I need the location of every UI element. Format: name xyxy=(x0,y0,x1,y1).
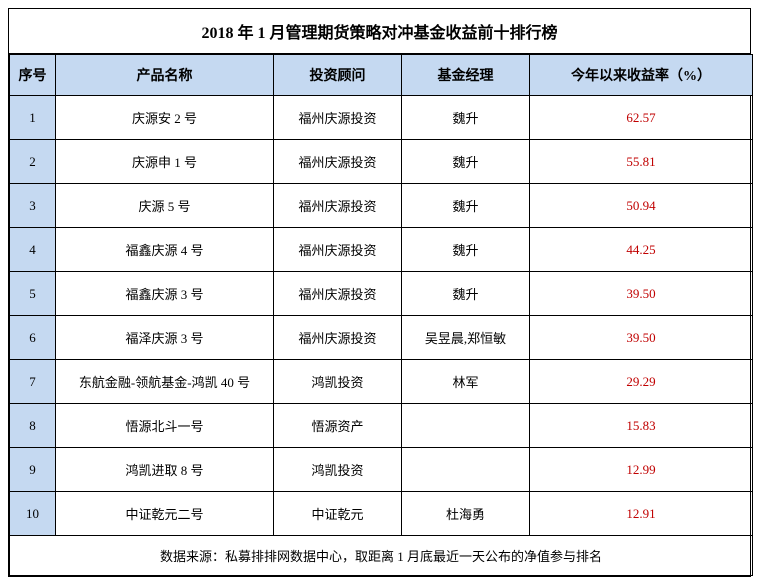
table-row: 3庆源 5 号福州庆源投资魏升50.94 xyxy=(10,184,753,228)
product-name-cell: 东航金融-领航基金-鸿凯 40 号 xyxy=(56,360,274,404)
data-source: 数据来源：私募排排网数据中心，取距离 1 月底最近一天公布的净值参与排名 xyxy=(10,536,753,576)
advisor-cell: 中证乾元 xyxy=(274,492,402,536)
return-cell: 12.91 xyxy=(530,492,753,536)
table-row: 8悟源北斗一号悟源资产 15.83 xyxy=(10,404,753,448)
return-cell: 29.29 xyxy=(530,360,753,404)
rank-cell: 8 xyxy=(10,404,56,448)
header-row: 序号 产品名称 投资顾问 基金经理 今年以来收益率（%） xyxy=(10,55,753,96)
rank-cell: 7 xyxy=(10,360,56,404)
advisor-cell: 福州庆源投资 xyxy=(274,316,402,360)
return-cell: 12.99 xyxy=(530,448,753,492)
product-name-cell: 福鑫庆源 4 号 xyxy=(56,228,274,272)
ranking-table: 序号 产品名称 投资顾问 基金经理 今年以来收益率（%） 1庆源安 2 号福州庆… xyxy=(9,54,753,576)
header-rank: 序号 xyxy=(10,55,56,96)
header-advisor: 投资顾问 xyxy=(274,55,402,96)
return-cell: 50.94 xyxy=(530,184,753,228)
manager-cell xyxy=(402,404,530,448)
table-row: 5福鑫庆源 3 号福州庆源投资魏升39.50 xyxy=(10,272,753,316)
header-manager: 基金经理 xyxy=(402,55,530,96)
rank-cell: 3 xyxy=(10,184,56,228)
ranking-table-container: 2018 年 1 月管理期货策略对冲基金收益前十排行榜 序号 产品名称 投资顾问… xyxy=(8,8,751,577)
advisor-cell: 福州庆源投资 xyxy=(274,272,402,316)
table-body: 1庆源安 2 号福州庆源投资魏升62.572庆源申 1 号福州庆源投资魏升55.… xyxy=(10,96,753,536)
return-cell: 15.83 xyxy=(530,404,753,448)
table-row: 6福泽庆源 3 号福州庆源投资吴昱晨,郑恒敏39.50 xyxy=(10,316,753,360)
advisor-cell: 悟源资产 xyxy=(274,404,402,448)
table-row: 4福鑫庆源 4 号福州庆源投资魏升44.25 xyxy=(10,228,753,272)
rank-cell: 4 xyxy=(10,228,56,272)
header-return: 今年以来收益率（%） xyxy=(530,55,753,96)
advisor-cell: 鸿凯投资 xyxy=(274,448,402,492)
manager-cell: 魏升 xyxy=(402,96,530,140)
manager-cell: 魏升 xyxy=(402,228,530,272)
table-row: 2庆源申 1 号福州庆源投资魏升55.81 xyxy=(10,140,753,184)
table-row: 7东航金融-领航基金-鸿凯 40 号鸿凯投资林军29.29 xyxy=(10,360,753,404)
return-cell: 39.50 xyxy=(530,272,753,316)
advisor-cell: 福州庆源投资 xyxy=(274,184,402,228)
manager-cell: 杜海勇 xyxy=(402,492,530,536)
rank-cell: 10 xyxy=(10,492,56,536)
manager-cell: 魏升 xyxy=(402,140,530,184)
product-name-cell: 鸿凯进取 8 号 xyxy=(56,448,274,492)
advisor-cell: 福州庆源投资 xyxy=(274,96,402,140)
rank-cell: 5 xyxy=(10,272,56,316)
product-name-cell: 庆源申 1 号 xyxy=(56,140,274,184)
manager-cell xyxy=(402,448,530,492)
table-title: 2018 年 1 月管理期货策略对冲基金收益前十排行榜 xyxy=(9,9,750,54)
product-name-cell: 庆源安 2 号 xyxy=(56,96,274,140)
rank-cell: 6 xyxy=(10,316,56,360)
table-row: 9鸿凯进取 8 号鸿凯投资 12.99 xyxy=(10,448,753,492)
manager-cell: 魏升 xyxy=(402,184,530,228)
return-cell: 62.57 xyxy=(530,96,753,140)
advisor-cell: 鸿凯投资 xyxy=(274,360,402,404)
return-cell: 55.81 xyxy=(530,140,753,184)
return-cell: 39.50 xyxy=(530,316,753,360)
table-row: 10中证乾元二号中证乾元杜海勇12.91 xyxy=(10,492,753,536)
product-name-cell: 悟源北斗一号 xyxy=(56,404,274,448)
advisor-cell: 福州庆源投资 xyxy=(274,140,402,184)
product-name-cell: 福鑫庆源 3 号 xyxy=(56,272,274,316)
table-row: 1庆源安 2 号福州庆源投资魏升62.57 xyxy=(10,96,753,140)
return-cell: 44.25 xyxy=(530,228,753,272)
rank-cell: 2 xyxy=(10,140,56,184)
manager-cell: 林军 xyxy=(402,360,530,404)
rank-cell: 1 xyxy=(10,96,56,140)
header-name: 产品名称 xyxy=(56,55,274,96)
rank-cell: 9 xyxy=(10,448,56,492)
product-name-cell: 中证乾元二号 xyxy=(56,492,274,536)
product-name-cell: 福泽庆源 3 号 xyxy=(56,316,274,360)
manager-cell: 吴昱晨,郑恒敏 xyxy=(402,316,530,360)
product-name-cell: 庆源 5 号 xyxy=(56,184,274,228)
source-row: 数据来源：私募排排网数据中心，取距离 1 月底最近一天公布的净值参与排名 xyxy=(10,536,753,576)
manager-cell: 魏升 xyxy=(402,272,530,316)
advisor-cell: 福州庆源投资 xyxy=(274,228,402,272)
